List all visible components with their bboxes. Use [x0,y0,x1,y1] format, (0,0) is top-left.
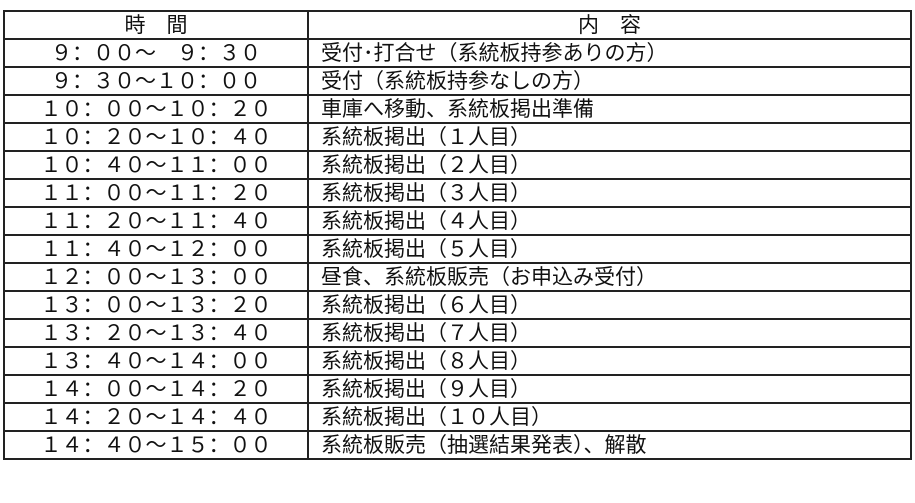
header-time: 時 間 [3,10,309,40]
content-cell: 系統板掲出（２人目） [307,150,912,180]
header-row: 時 間 内 容 [3,10,912,40]
content-cell: 系統板掲出（６人目） [307,290,912,320]
time-cell: １０：００～１０：２０ [3,94,309,124]
time-cell: ９：３０～１０：００ [3,66,309,96]
content-cell: 受付･打合せ（系統板持参ありの方） [307,38,912,68]
table-row: １３：４０～１４：００ 系統板掲出（８人目） [3,346,912,376]
table-row: １０：２０～１０：４０ 系統板掲出（１人目） [3,122,912,152]
content-cell: 系統板掲出（８人目） [307,346,912,376]
time-cell: １１：４０～１２：００ [3,234,309,264]
time-cell: １２：００～１３：００ [3,262,309,292]
content-cell: 系統板掲出（５人目） [307,234,912,264]
time-cell: １１：００～１１：２０ [3,178,309,208]
time-cell: １０：４０～１１：００ [3,150,309,180]
table-row: １３：２０～１３：４０ 系統板掲出（７人目） [3,318,912,348]
time-cell: １４：４０～１５：００ [3,430,309,460]
time-cell: １０：２０～１０：４０ [3,122,309,152]
time-cell: １４：２０～１４：４０ [3,402,309,432]
table-row: １４：４０～１５：００ 系統板販売（抽選結果発表）、解散 [3,430,912,460]
table-row: １０：００～１０：２０ 車庫へ移動、系統板掲出準備 [3,94,912,124]
time-cell: １３：２０～１３：４０ [3,318,309,348]
content-cell: 系統板掲出（４人目） [307,206,912,236]
content-cell: 系統板掲出（１人目） [307,122,912,152]
content-cell: 系統板掲出（１０人目） [307,402,912,432]
table-row: １２：００～１３：００ 昼食、系統板販売（お申込み受付） [3,262,912,292]
table-row: ９：３０～１０：００ 受付（系統板持参なしの方） [3,66,912,96]
schedule-table: 時 間 内 容 ９：００～ ９：３０ 受付･打合せ（系統板持参ありの方） ９：３０～… [3,10,912,460]
time-cell: １３：００～１３：２０ [3,290,309,320]
table-row: １３：００～１３：２０ 系統板掲出（６人目） [3,290,912,320]
table-row: １０：４０～１１：００ 系統板掲出（２人目） [3,150,912,180]
content-cell: 受付（系統板持参なしの方） [307,66,912,96]
content-cell: 車庫へ移動、系統板掲出準備 [307,94,912,124]
content-cell: 昼食、系統板販売（お申込み受付） [307,262,912,292]
time-cell: ９：００～ ９：３０ [3,38,309,68]
table-row: １１：２０～１１：４０ 系統板掲出（４人目） [3,206,912,236]
table-row: １１：００～１１：２０ 系統板掲出（３人目） [3,178,912,208]
time-cell: １１：２０～１１：４０ [3,206,309,236]
content-cell: 系統板掲出（９人目） [307,374,912,404]
time-cell: １３：４０～１４：００ [3,346,309,376]
content-cell: 系統板販売（抽選結果発表）、解散 [307,430,912,460]
time-cell: １４：００～１４：２０ [3,374,309,404]
content-cell: 系統板掲出（３人目） [307,178,912,208]
content-cell: 系統板掲出（７人目） [307,318,912,348]
table-row: ９：００～ ９：３０ 受付･打合せ（系統板持参ありの方） [3,38,912,68]
table-row: １４：００～１４：２０ 系統板掲出（９人目） [3,374,912,404]
header-content: 内 容 [307,10,912,40]
table-row: １１：４０～１２：００ 系統板掲出（５人目） [3,234,912,264]
table-row: １４：２０～１４：４０ 系統板掲出（１０人目） [3,402,912,432]
